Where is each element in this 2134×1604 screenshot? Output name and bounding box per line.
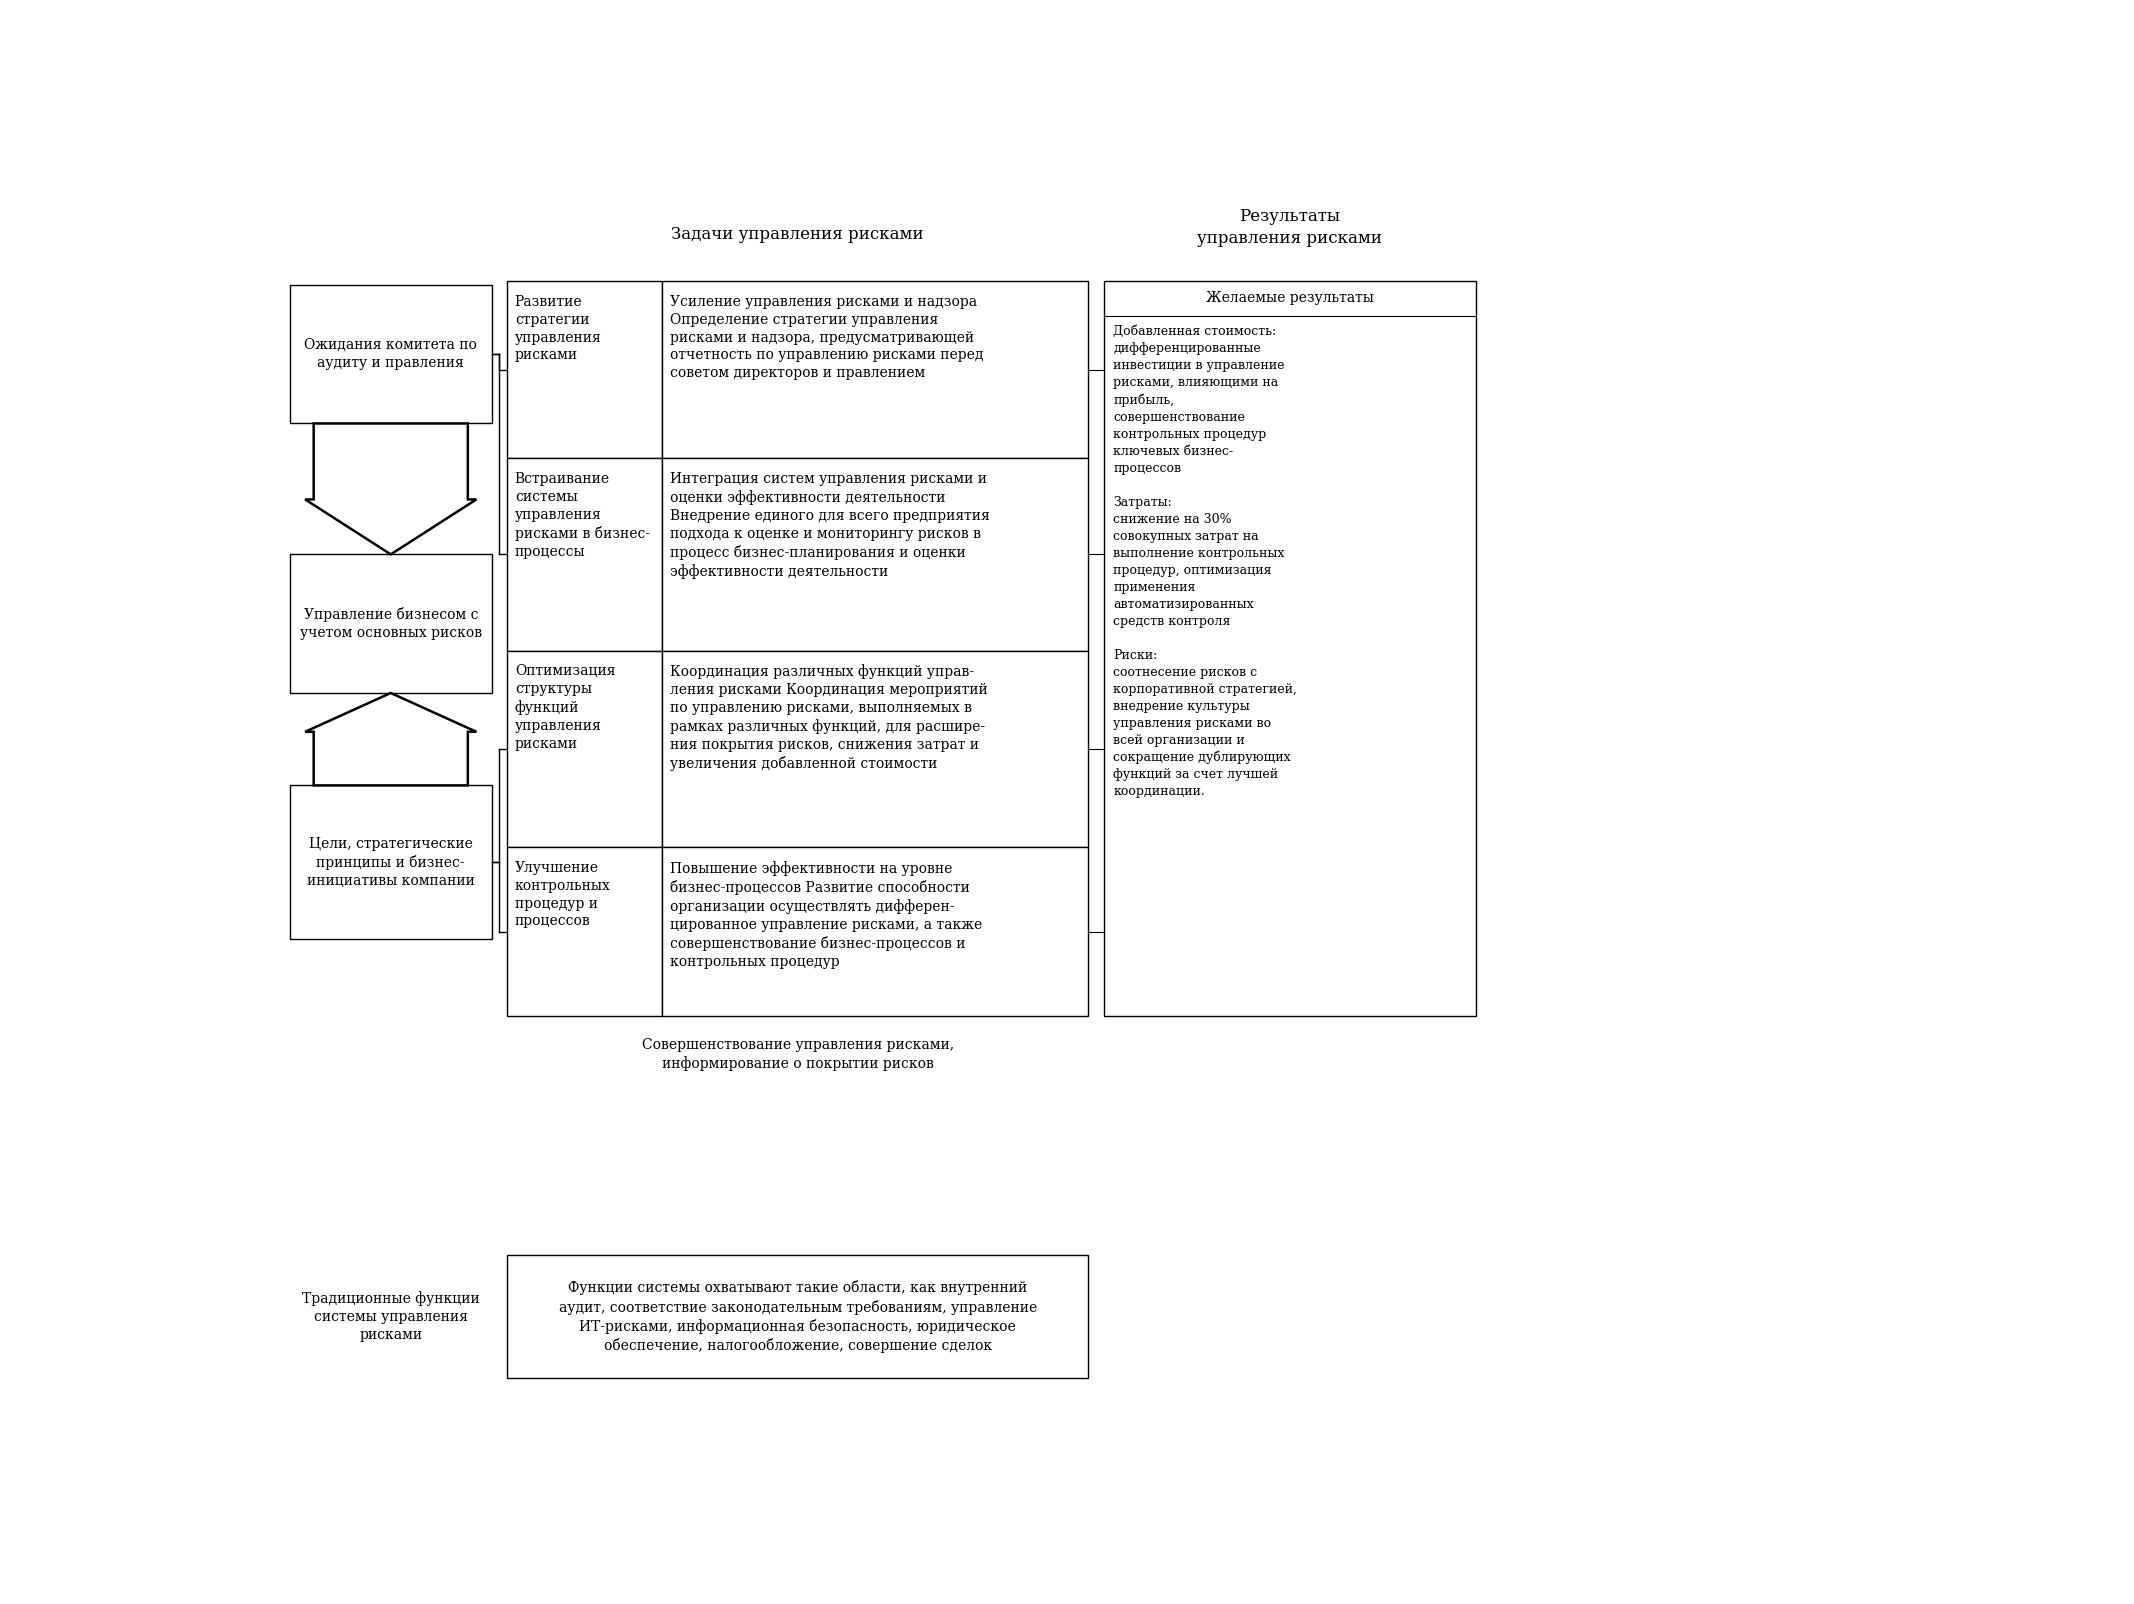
Text: Добавленная стоимость:
дифференцированные
инвестиции в управление
рисками, влияю: Добавленная стоимость: дифференцированны… (1114, 326, 1297, 799)
Text: Улучшение
контрольных
процедур и
процессов: Улучшение контрольных процедур и процесс… (514, 861, 610, 929)
Bar (290, 555, 491, 693)
Polygon shape (305, 693, 476, 786)
Text: Задачи управления рисками: Задачи управления рисками (672, 226, 924, 244)
Text: Встраивание
системы
управления
рисками в бизнес-
процессы: Встраивание системы управления рисками в… (514, 472, 651, 558)
Text: Усиление управления рисками и надзора
Определение стратегии управления
рисками и: Усиление управления рисками и надзора Оп… (670, 295, 984, 380)
Text: Интеграция систем управления рисками и
оценки эффективности деятельности
Внедрен: Интеграция систем управления рисками и о… (670, 472, 990, 579)
Text: Управление бизнесом с
учетом основных рисков: Управление бизнесом с учетом основных ри… (299, 608, 482, 640)
Text: Координация различных функций управ-
ления рисками Координация мероприятий
по уп: Координация различных функций управ- лен… (670, 664, 988, 772)
Bar (508, 459, 662, 651)
Bar (508, 1254, 1088, 1378)
Text: Развитие
стратегии
управления
рисками: Развитие стратегии управления рисками (514, 295, 602, 363)
Bar (1103, 281, 1477, 1017)
Bar (508, 281, 662, 459)
Text: Цели, стратегические
принципы и бизнес-
инициативы компании: Цели, стратегические принципы и бизнес- … (307, 837, 474, 889)
Bar (662, 459, 1088, 651)
Text: Совершенствование управления рисками,
информирование о покрытии рисков: Совершенствование управления рисками, ин… (642, 1038, 954, 1071)
Bar (508, 847, 662, 1017)
Bar (662, 281, 1088, 459)
Text: Традиционные функции
системы управления
рисками: Традиционные функции системы управления … (301, 1291, 480, 1343)
Bar (662, 651, 1088, 847)
Text: Желаемые результаты: Желаемые результаты (1206, 292, 1374, 305)
Text: Повышение эффективности на уровне
бизнес-процессов Развитие способности
организа: Повышение эффективности на уровне бизнес… (670, 861, 982, 969)
Text: Оптимизация
структуры
функций
управления
рисками: Оптимизация структуры функций управления… (514, 664, 615, 751)
Bar (508, 651, 662, 847)
Text: Ожидания комитета по
аудиту и правления: Ожидания комитета по аудиту и правления (305, 338, 478, 371)
Bar (662, 847, 1088, 1017)
Text: Функции системы охватывают такие области, как внутренний
аудит, соответствие зак: Функции системы охватывают такие области… (559, 1280, 1037, 1354)
Text: Результаты
управления рисками: Результаты управления рисками (1197, 207, 1383, 247)
Bar (290, 786, 491, 940)
Bar (290, 286, 491, 423)
Polygon shape (305, 423, 476, 555)
